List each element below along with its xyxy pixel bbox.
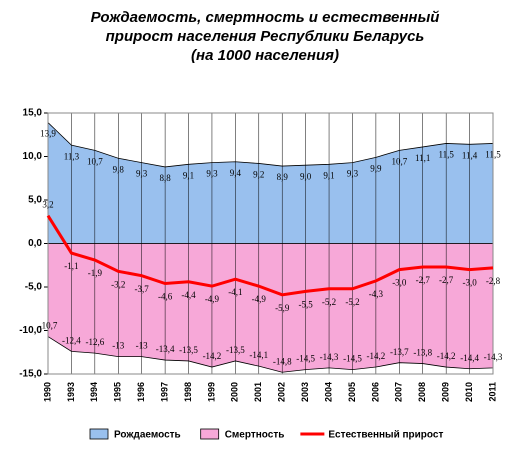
x-tick-label: 2005 [347, 382, 357, 402]
data-label: -13,5 [179, 345, 198, 355]
data-label: 9,3 [347, 169, 359, 179]
data-label: 9,4 [230, 168, 242, 178]
x-tick-label: 1997 [159, 382, 169, 402]
data-label: -13 [112, 341, 124, 351]
data-label: 13,9 [40, 129, 56, 139]
data-label: -4,3 [369, 289, 384, 299]
data-label: -10,7 [39, 321, 58, 331]
x-tick-label: 2001 [253, 382, 263, 402]
x-tick-label: 1999 [206, 382, 216, 402]
data-label: 9,3 [136, 169, 148, 179]
x-tick-label: 1998 [183, 382, 193, 402]
data-label: 8,9 [277, 172, 289, 182]
x-tick-label: 2003 [300, 382, 310, 402]
data-label: -14,2 [203, 351, 222, 361]
data-label: 9,8 [113, 164, 125, 174]
data-label: -2,8 [486, 276, 501, 286]
data-label: 11,5 [438, 150, 454, 160]
data-label: 9,3 [206, 169, 218, 179]
data-label: -4,6 [158, 292, 173, 302]
data-label: -5,2 [345, 297, 359, 307]
data-label: 11,1 [415, 153, 430, 163]
data-label: -3,0 [392, 278, 407, 288]
chart-title: Рождаемость, смертность и естественный [91, 9, 440, 26]
x-tick-label: 2010 [464, 382, 474, 402]
data-label: -14,8 [273, 356, 292, 366]
data-label: -2,7 [439, 275, 454, 285]
data-label: -2,7 [416, 275, 431, 285]
data-label: -14,3 [320, 352, 339, 362]
y-tick-label: 0,0 [28, 238, 42, 249]
legend-label: Рождаемость [114, 430, 181, 441]
y-tick-label: -15,0 [19, 369, 42, 380]
chart-title: (на 1000 населения) [191, 47, 339, 64]
x-tick-label: 1990 [42, 382, 52, 402]
line [46, 214, 494, 297]
data-label: -4,1 [228, 287, 242, 297]
data-label: -4,4 [181, 290, 196, 300]
data-label: 3,2 [42, 200, 53, 210]
x-tick-label: 2007 [394, 382, 404, 402]
data-label: -14,3 [484, 352, 503, 362]
data-label: 11,5 [485, 150, 501, 160]
data-label: -13,7 [390, 347, 409, 357]
data-label: 9,9 [370, 163, 382, 173]
x-tick-label: 1995 [113, 382, 123, 402]
x-tick-label: 2002 [277, 382, 287, 402]
legend-label: Смертность [225, 430, 285, 441]
data-label: -14,5 [343, 354, 362, 364]
data-label: -5,5 [299, 299, 314, 309]
data-label: 8,8 [159, 173, 171, 183]
x-tick-label: 2004 [323, 382, 333, 402]
data-label: -14,1 [249, 350, 268, 360]
x-tick-label: 1996 [136, 382, 146, 402]
data-label: -13,5 [226, 345, 245, 355]
data-label: 10,7 [391, 156, 407, 166]
data-label: -4,9 [252, 294, 267, 304]
x-tick-label: 2011 [487, 382, 497, 402]
data-label: -5,9 [275, 303, 290, 313]
data-label: -13 [136, 341, 148, 351]
data-label: 11,4 [462, 150, 478, 160]
data-label: 9,1 [183, 170, 194, 180]
legend-swatch [89, 428, 109, 440]
x-tick-label: 2008 [417, 382, 427, 402]
x-tick-label: 2000 [230, 382, 240, 402]
data-label: -14,2 [367, 351, 386, 361]
x-tick-label: 2006 [370, 382, 380, 402]
data-label: 11,3 [64, 151, 80, 161]
legend-label: Естественный прирост [328, 430, 443, 441]
data-label: 9,1 [323, 170, 334, 180]
data-label: -5,2 [322, 297, 336, 307]
data-label: -14,4 [460, 353, 479, 363]
data-label: -3,7 [135, 284, 150, 294]
y-tick-label: 15,0 [23, 108, 43, 119]
data-label: -12,4 [62, 335, 81, 345]
data-label: 9,2 [253, 170, 264, 180]
y-tick-label: -5,0 [25, 282, 43, 293]
y-tick-label: 10,0 [23, 151, 43, 162]
data-label: -14,2 [437, 351, 456, 361]
data-label: 10,7 [87, 156, 103, 166]
data-label: -14,5 [296, 354, 315, 364]
x-tick-label: 1994 [89, 382, 99, 402]
y-tick-label: -10,0 [19, 325, 42, 336]
x-tick-label: 2009 [441, 382, 451, 402]
data-label: -13,4 [156, 344, 175, 354]
x-tick-label: 1993 [66, 382, 76, 402]
data-label: 9,0 [300, 171, 312, 181]
data-label: -1,1 [64, 261, 78, 271]
legend-swatch [200, 428, 220, 440]
data-label: -4,9 [205, 294, 220, 304]
data-label: -3,0 [462, 278, 477, 288]
data-label: -12,6 [85, 337, 104, 347]
data-label: -1,9 [88, 268, 103, 278]
y-tick-label: 5,0 [28, 195, 42, 206]
data-label: -13,8 [413, 348, 432, 358]
data-label: -3,2 [111, 279, 125, 289]
chart-title: прирост населения Республики Беларусь [106, 28, 425, 45]
plot-border [47, 112, 494, 375]
